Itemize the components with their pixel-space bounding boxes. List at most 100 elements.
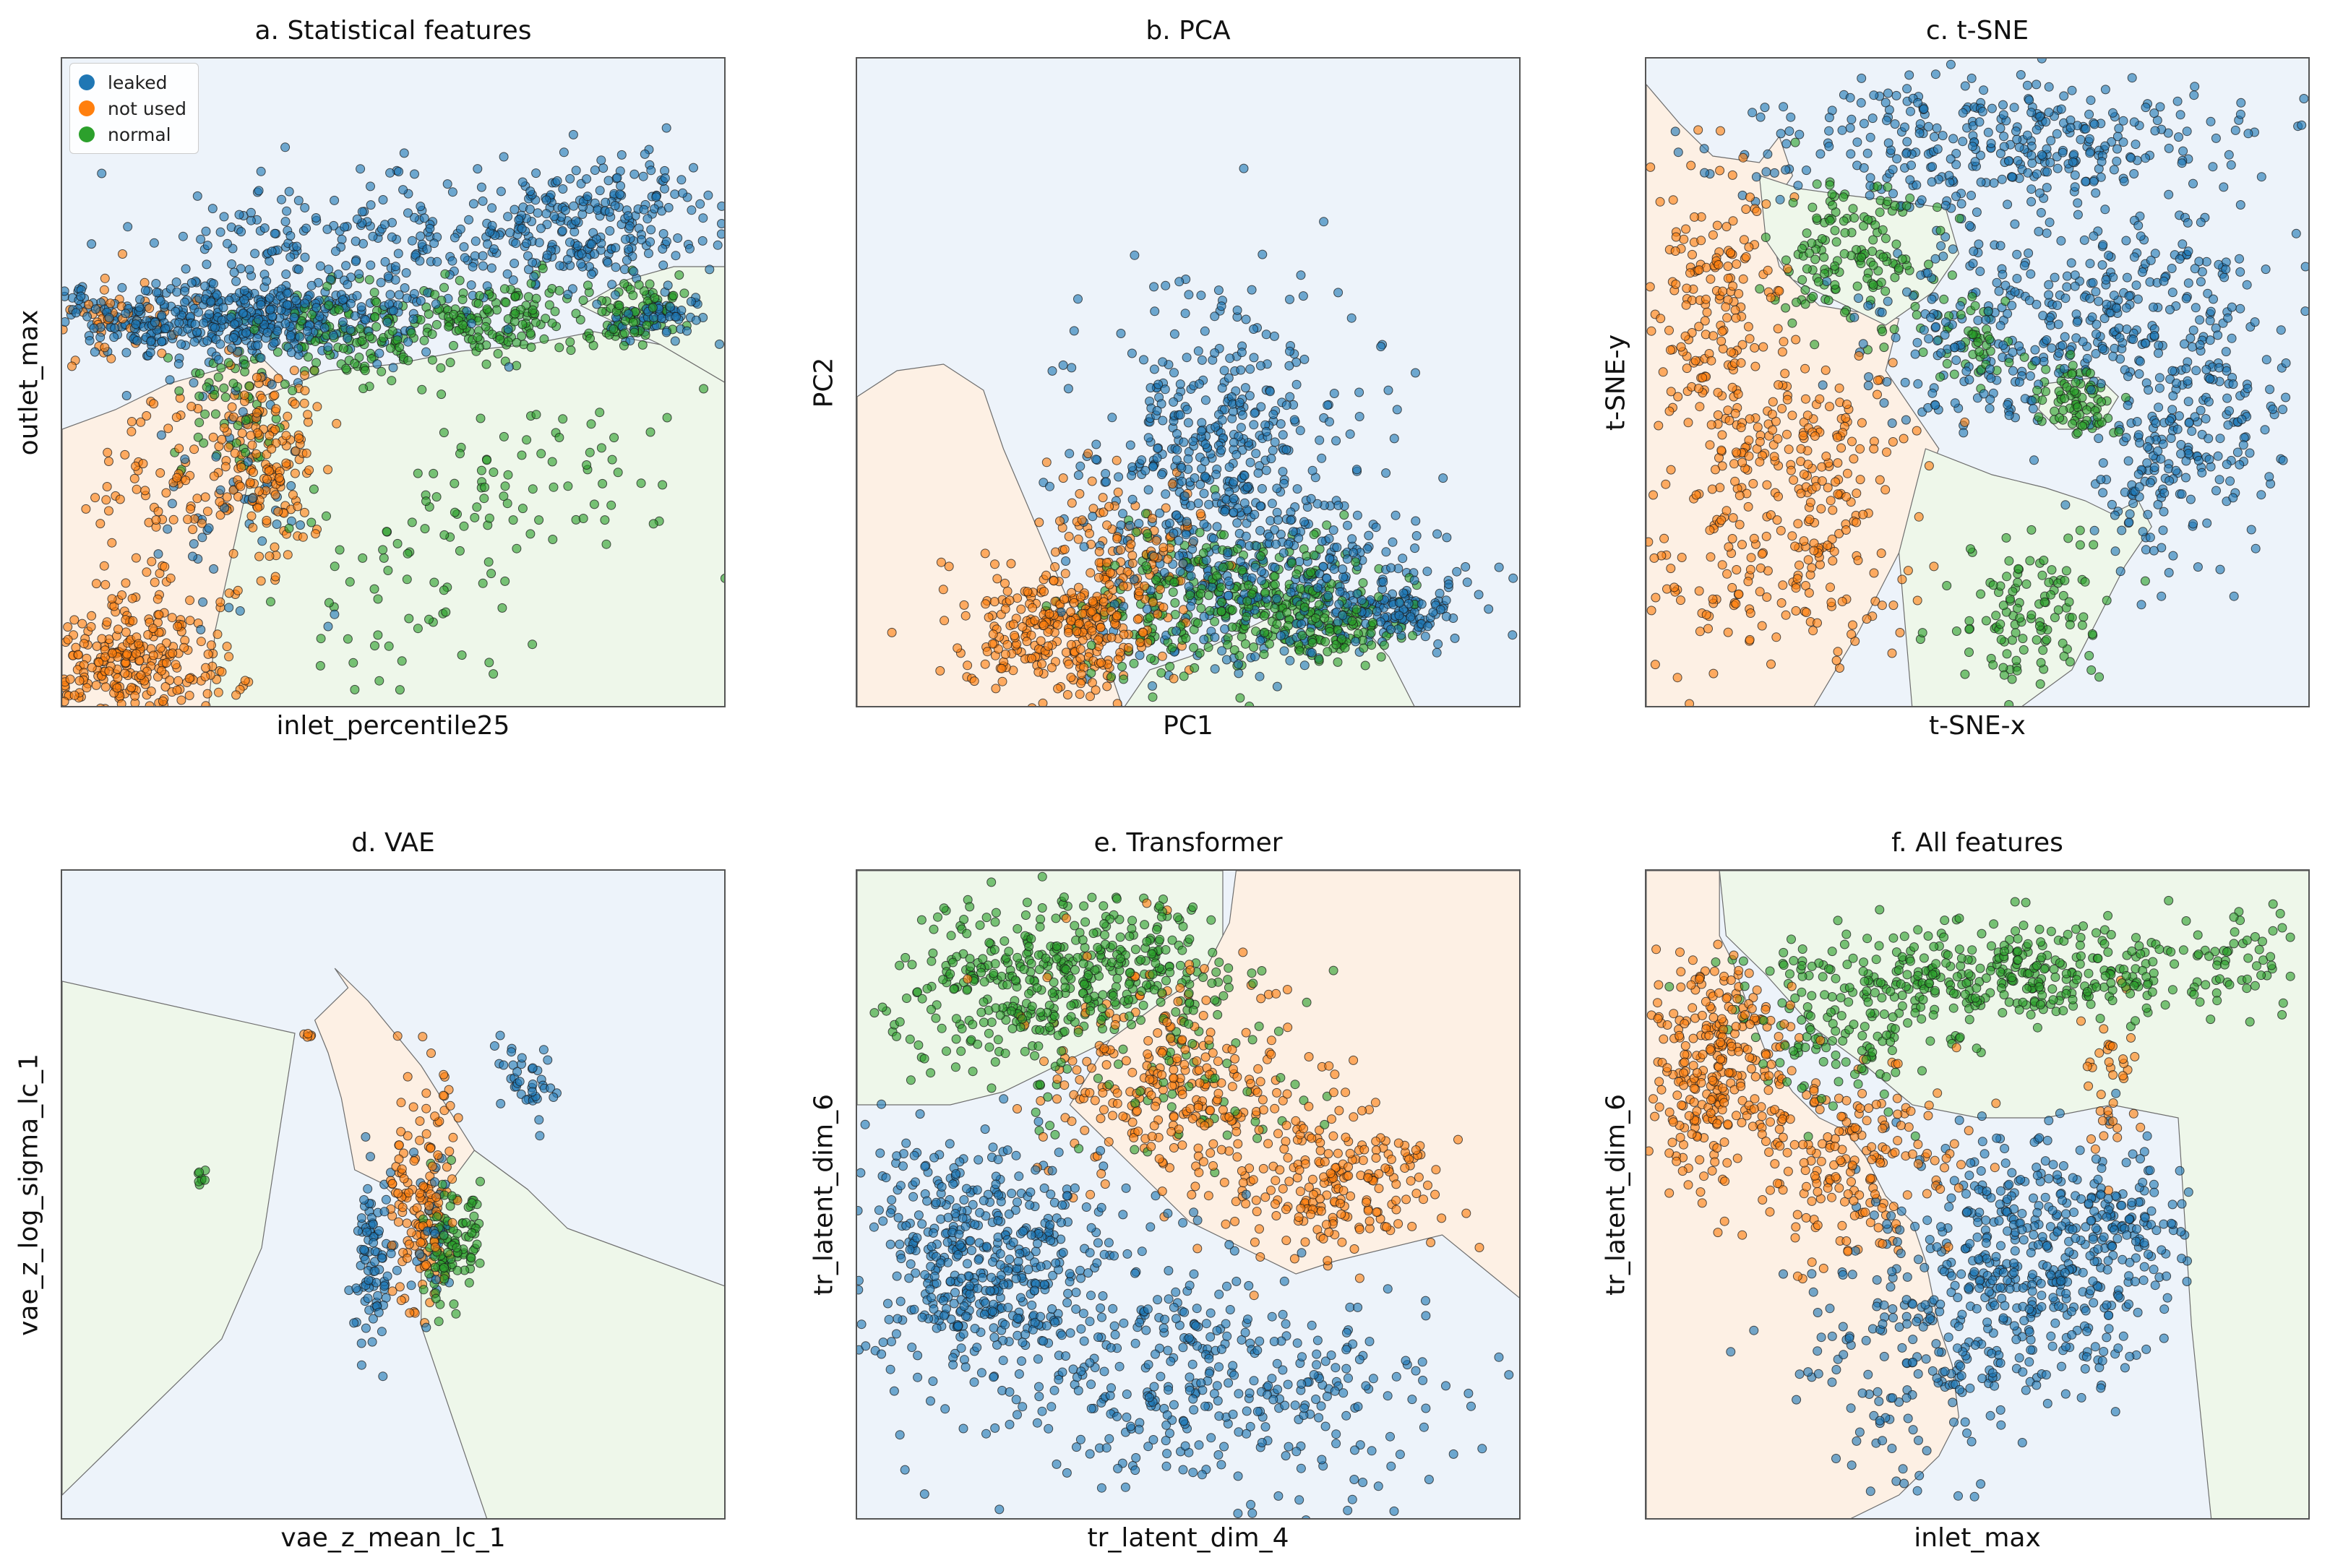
point-not-used: [1083, 449, 1093, 459]
point-leaked: [1127, 494, 1138, 504]
point-leaked: [351, 257, 361, 267]
point-not-used: [1658, 367, 1668, 377]
point-not-used: [1112, 534, 1122, 543]
point-not-used: [223, 442, 233, 452]
point-leaked: [1125, 440, 1135, 450]
point-leaked: [2100, 204, 2110, 215]
point-not-used: [171, 413, 181, 422]
point-not-used: [185, 616, 195, 626]
point-leaked: [1388, 537, 1398, 547]
point-normal: [223, 358, 233, 368]
point-leaked: [2131, 280, 2141, 290]
point-not-used: [1112, 611, 1122, 621]
point-leaked: [212, 290, 222, 300]
point-leaked: [1240, 383, 1250, 393]
point-leaked: [1257, 483, 1267, 494]
point-leaked: [300, 252, 310, 262]
point-normal: [1358, 578, 1368, 588]
point-normal: [220, 392, 231, 402]
point-leaked: [1432, 647, 1442, 658]
point-normal: [476, 465, 486, 475]
point-not-used: [1066, 616, 1076, 626]
point-leaked: [146, 337, 156, 347]
point-leaked: [2261, 264, 2271, 275]
point-normal: [1260, 627, 1270, 637]
point-leaked: [2260, 425, 2270, 435]
point-leaked: [1129, 574, 1139, 585]
point-not-used: [254, 486, 264, 496]
point-leaked: [1258, 249, 1268, 259]
point-normal: [1229, 645, 1239, 655]
plot-area: leaked not used normal: [61, 57, 726, 707]
point-leaked: [616, 150, 627, 160]
point-not-used: [1044, 609, 1054, 619]
point-normal: [2062, 382, 2072, 392]
point-leaked: [1849, 312, 1860, 322]
point-leaked: [1294, 533, 1304, 543]
point-leaked: [1187, 544, 1198, 554]
point-normal: [637, 340, 648, 350]
point-normal: [1185, 590, 1195, 600]
point-not-used: [112, 683, 122, 693]
point-leaked: [2110, 546, 2120, 556]
point-not-used: [160, 561, 170, 572]
point-normal: [288, 386, 298, 395]
point-leaked: [1116, 520, 1126, 530]
point-not-used: [63, 622, 73, 632]
point-leaked: [528, 257, 538, 267]
point-leaked: [2098, 458, 2108, 468]
point-leaked: [1160, 384, 1170, 395]
point-leaked: [209, 564, 219, 574]
point-leaked: [464, 215, 474, 225]
point-leaked: [1152, 453, 1162, 463]
point-not-used: [1849, 454, 1859, 464]
point-leaked: [388, 363, 398, 373]
point-leaked: [1343, 520, 1352, 530]
point-not-used: [1734, 289, 1744, 298]
point-leaked: [1045, 481, 1054, 491]
point-leaked: [1352, 589, 1362, 599]
point-leaked: [2264, 472, 2274, 482]
point-leaked: [1386, 563, 1396, 573]
point-normal: [387, 376, 397, 386]
point-leaked: [2181, 363, 2191, 374]
point-not-used: [69, 690, 79, 700]
point-not-used: [91, 579, 101, 589]
point-normal: [406, 328, 416, 338]
point-leaked: [2042, 335, 2052, 345]
point-not-used: [1088, 596, 1098, 606]
point-leaked: [2190, 412, 2200, 422]
point-leaked: [1073, 470, 1083, 481]
point-leaked: [262, 276, 272, 286]
scatter-svg: [62, 59, 724, 706]
point-leaked: [563, 290, 573, 299]
point-not-used: [254, 551, 265, 561]
point-leaked: [1781, 139, 1792, 149]
point-leaked: [194, 307, 204, 317]
point-leaked: [503, 324, 513, 334]
point-leaked: [2154, 340, 2164, 350]
point-not-used: [1050, 562, 1060, 572]
point-leaked: [1249, 353, 1259, 363]
point-not-used: [1737, 457, 1748, 468]
point-not-used: [92, 641, 102, 651]
point-leaked: [1444, 580, 1454, 589]
point-normal: [1129, 658, 1139, 668]
point-normal: [2078, 612, 2089, 622]
point-not-used: [224, 652, 234, 662]
point-not-used: [1755, 563, 1766, 573]
point-leaked: [1200, 457, 1210, 466]
point-not-used: [122, 649, 132, 659]
point-normal: [1041, 601, 1052, 611]
point-not-used: [1113, 655, 1123, 665]
point-not-used: [1034, 517, 1044, 527]
point-leaked: [2226, 160, 2236, 170]
point-normal: [1189, 642, 1199, 652]
point-leaked: [466, 280, 476, 290]
point-leaked: [1345, 429, 1355, 439]
point-not-used: [184, 691, 194, 700]
point-leaked: [202, 259, 212, 270]
point-leaked: [1211, 491, 1221, 501]
point-not-used: [1158, 543, 1169, 553]
point-leaked: [1186, 601, 1195, 611]
